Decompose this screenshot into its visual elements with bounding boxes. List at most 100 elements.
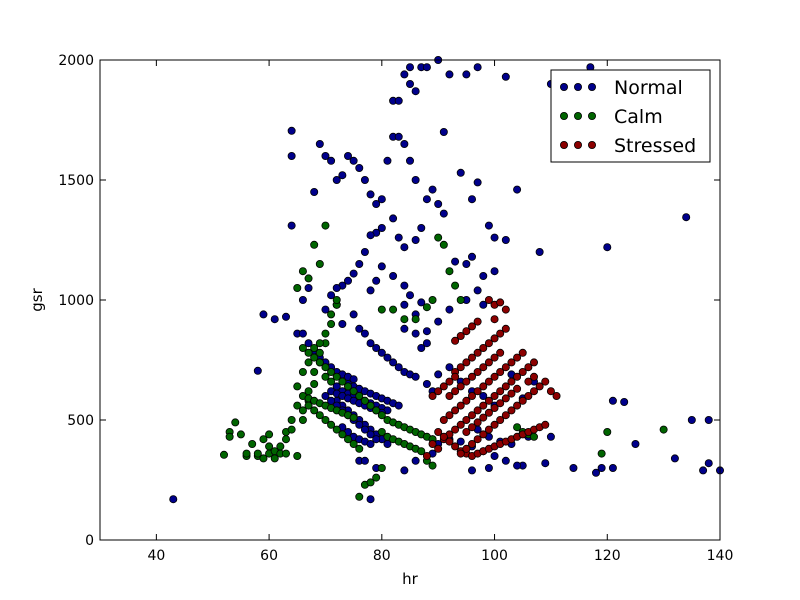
data-point-calm — [445, 267, 454, 276]
data-point-normal — [383, 156, 392, 165]
data-point-calm — [298, 406, 307, 415]
data-point-normal — [327, 291, 336, 300]
data-point-normal — [355, 259, 364, 268]
data-point-normal — [434, 199, 443, 208]
data-point-calm — [265, 442, 274, 451]
data-point-calm — [293, 283, 302, 292]
data-point-stressed — [501, 363, 510, 372]
data-point-normal — [687, 415, 696, 424]
data-point-stressed — [445, 391, 454, 400]
data-point-normal — [377, 195, 386, 204]
data-point-normal — [349, 156, 358, 165]
data-point-stressed — [507, 406, 516, 415]
data-point-calm — [338, 430, 347, 439]
data-point-stressed — [501, 305, 510, 314]
data-point-calm — [321, 415, 330, 424]
data-point-normal — [479, 300, 488, 309]
data-point-stressed — [467, 322, 476, 331]
data-point-normal — [541, 459, 550, 468]
data-point-calm — [298, 415, 307, 424]
data-point-calm — [603, 427, 612, 436]
data-point-stressed — [490, 372, 499, 381]
data-point-normal — [400, 324, 409, 333]
data-point-normal — [473, 63, 482, 72]
data-point-normal — [467, 252, 476, 261]
data-point-calm — [372, 406, 381, 415]
data-point-calm — [349, 387, 358, 396]
data-point-calm — [242, 449, 251, 458]
data-point-stressed — [513, 384, 522, 393]
data-point-normal — [608, 396, 617, 405]
data-point-calm — [332, 372, 341, 381]
data-point-normal — [546, 432, 555, 441]
data-point-stressed — [546, 387, 555, 396]
data-point-stressed — [428, 439, 437, 448]
data-point-calm — [293, 401, 302, 410]
data-point-normal — [704, 415, 713, 424]
data-point-stressed — [541, 420, 550, 429]
data-point-stressed — [541, 377, 550, 386]
data-point-normal — [513, 185, 522, 194]
data-point-normal — [355, 420, 364, 429]
data-point-stressed — [439, 415, 448, 424]
data-point-stressed — [484, 358, 493, 367]
data-point-calm — [281, 435, 290, 444]
data-point-stressed — [473, 387, 482, 396]
data-point-normal — [569, 463, 578, 472]
data-point-calm — [355, 391, 364, 400]
data-point-stressed — [484, 339, 493, 348]
data-point-stressed — [490, 403, 499, 412]
data-point-calm — [321, 221, 330, 230]
data-point-normal — [400, 466, 409, 475]
data-point-normal — [366, 231, 375, 240]
data-point-stressed — [434, 427, 443, 436]
data-point-normal — [383, 353, 392, 362]
data-point-normal — [405, 80, 414, 89]
data-point-calm — [253, 449, 262, 458]
data-point-stressed — [479, 413, 488, 422]
data-point-normal — [473, 286, 482, 295]
data-point-normal — [332, 175, 341, 184]
data-point-normal — [377, 223, 386, 232]
legend-marker — [588, 112, 597, 121]
data-point-stressed — [473, 348, 482, 357]
x-axis-label: hr — [402, 570, 419, 588]
data-point-stressed — [439, 432, 448, 441]
data-point-stressed — [501, 411, 510, 420]
data-point-normal — [400, 243, 409, 252]
data-point-normal — [372, 199, 381, 208]
data-point-calm — [439, 240, 448, 249]
data-point-normal — [366, 430, 375, 439]
data-point-normal — [501, 456, 510, 465]
x-tick-label: 120 — [594, 548, 621, 564]
data-point-normal — [608, 463, 617, 472]
data-point-calm — [377, 305, 386, 314]
data-point-normal — [422, 195, 431, 204]
data-point-normal — [377, 262, 386, 271]
data-point-calm — [327, 367, 336, 376]
data-point-calm — [422, 303, 431, 312]
data-point-normal — [592, 468, 601, 477]
data-point-stressed — [467, 391, 476, 400]
data-point-stressed — [496, 348, 505, 357]
data-point-normal — [394, 132, 403, 141]
data-point-normal — [434, 317, 443, 326]
data-point-normal — [473, 178, 482, 187]
data-point-calm — [389, 305, 398, 314]
data-point-calm — [366, 401, 375, 410]
data-point-calm — [315, 348, 324, 357]
data-point-stressed — [490, 334, 499, 343]
data-point-calm — [310, 367, 319, 376]
data-point-normal — [699, 466, 708, 475]
data-point-calm — [287, 425, 296, 434]
data-point-normal — [377, 348, 386, 357]
data-point-normal — [343, 276, 352, 285]
data-point-calm — [310, 406, 319, 415]
data-point-calm — [360, 396, 369, 405]
legend-label: Normal — [614, 77, 683, 99]
data-point-stressed — [507, 377, 516, 386]
data-point-normal — [405, 63, 414, 72]
data-point-calm — [315, 411, 324, 420]
data-point-normal — [259, 310, 268, 319]
data-point-stressed — [513, 353, 522, 362]
